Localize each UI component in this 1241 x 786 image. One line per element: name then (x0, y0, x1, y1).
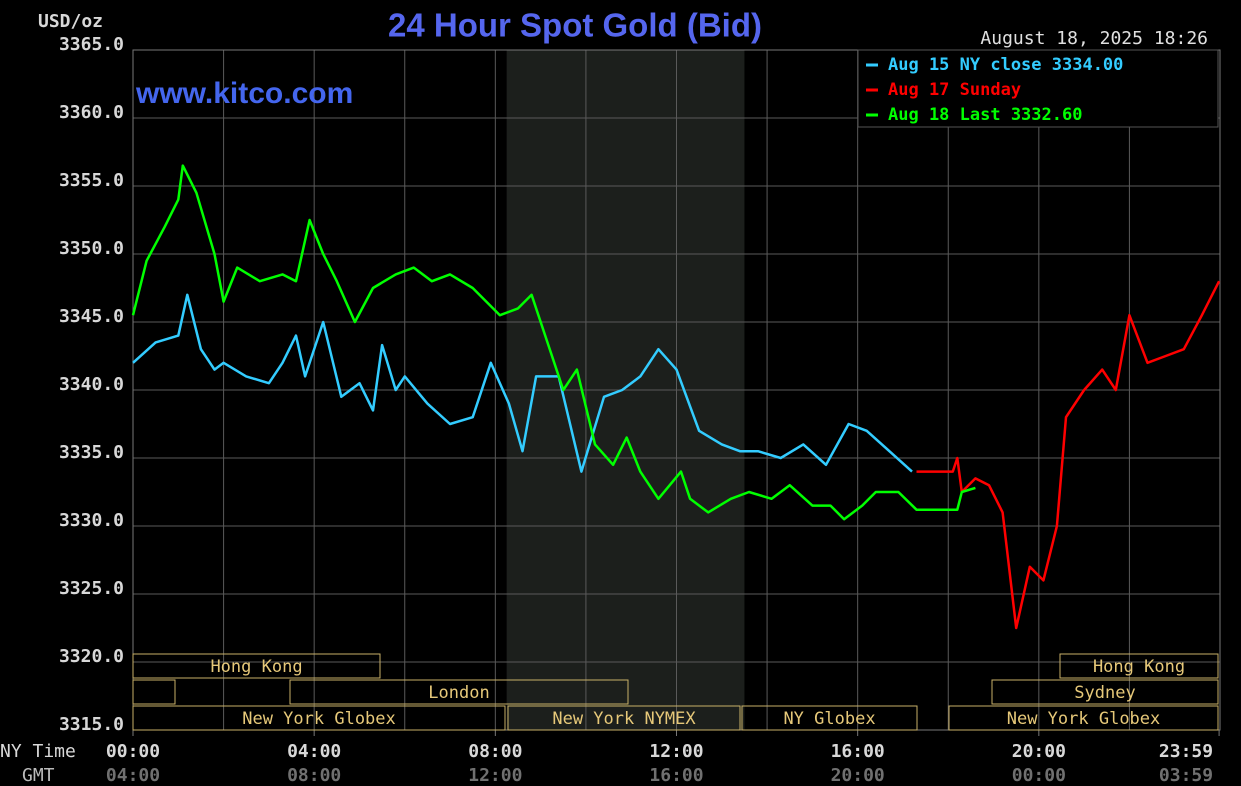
x2-axis-label: GMT (22, 765, 55, 786)
x2-tick-label: 08:00 (287, 765, 341, 786)
x-tick-label: 16:00 (831, 741, 885, 762)
session-label: Hong Kong (1093, 657, 1185, 677)
session-box (1059, 653, 1219, 679)
x2-tick-label: 20:00 (831, 765, 885, 786)
legend-label: Aug 17 Sunday (888, 80, 1021, 100)
session-box (132, 705, 506, 731)
x-axis-label: NY Time (0, 741, 76, 762)
y-tick-label: 3320.0 (59, 646, 124, 667)
x-tick-label: 23:59 (1159, 741, 1213, 762)
x-tick-label: 20:00 (1012, 741, 1066, 762)
x-tick-label: 12:00 (649, 741, 703, 762)
y-tick-label: 3335.0 (59, 442, 124, 463)
x2-tick-label: 16:00 (649, 765, 703, 786)
x-tick-label: 04:00 (287, 741, 341, 762)
price-line (916, 280, 1221, 630)
session-box (132, 653, 381, 679)
y-tick-label: 3315.0 (59, 714, 124, 735)
session-label: NY Globex (783, 709, 875, 729)
y-tick-label: 3355.0 (59, 170, 124, 191)
session-box (289, 679, 629, 705)
y-tick-label: 3350.0 (59, 238, 124, 259)
session-label: New York Globex (242, 709, 396, 729)
session-box (991, 679, 1219, 705)
y-tick-label: 3340.0 (59, 374, 124, 395)
price-line (131, 164, 976, 521)
session-box (948, 705, 1219, 731)
session-label: London (428, 683, 489, 703)
session-box (132, 679, 176, 705)
y-axis-label: USD/oz (38, 11, 103, 32)
y-tick-label: 3365.0 (59, 34, 124, 55)
legend-label: Aug 15 NY close 3334.00 (888, 55, 1123, 75)
session-label: Sydney (1074, 683, 1135, 703)
y-tick-label: 3345.0 (59, 306, 124, 327)
session-label: Hong Kong (210, 657, 302, 677)
session-box (741, 705, 918, 731)
y-tick-label: 3360.0 (59, 102, 124, 123)
x2-tick-label: 03:59 (1159, 765, 1213, 786)
y-tick-label: 3330.0 (59, 510, 124, 531)
session-label: New York NYMEX (552, 709, 696, 729)
legend-box (857, 49, 1219, 128)
watermark: www.kitco.com (135, 77, 353, 110)
x-tick-label: 00:00 (106, 741, 160, 762)
chart-title: 24 Hour Spot Gold (Bid) (388, 7, 762, 44)
y-tick-label: 3325.0 (59, 578, 124, 599)
legend-label: Aug 18 Last 3332.60 (888, 105, 1082, 125)
timestamp: August 18, 2025 18:26 (980, 28, 1208, 49)
session-label: New York Globex (1007, 709, 1161, 729)
x-tick-label: 08:00 (468, 741, 522, 762)
x2-tick-label: 12:00 (468, 765, 522, 786)
x2-tick-label: 04:00 (106, 765, 160, 786)
price-line (132, 293, 913, 473)
x2-tick-label: 00:00 (1012, 765, 1066, 786)
session-box (507, 705, 741, 731)
